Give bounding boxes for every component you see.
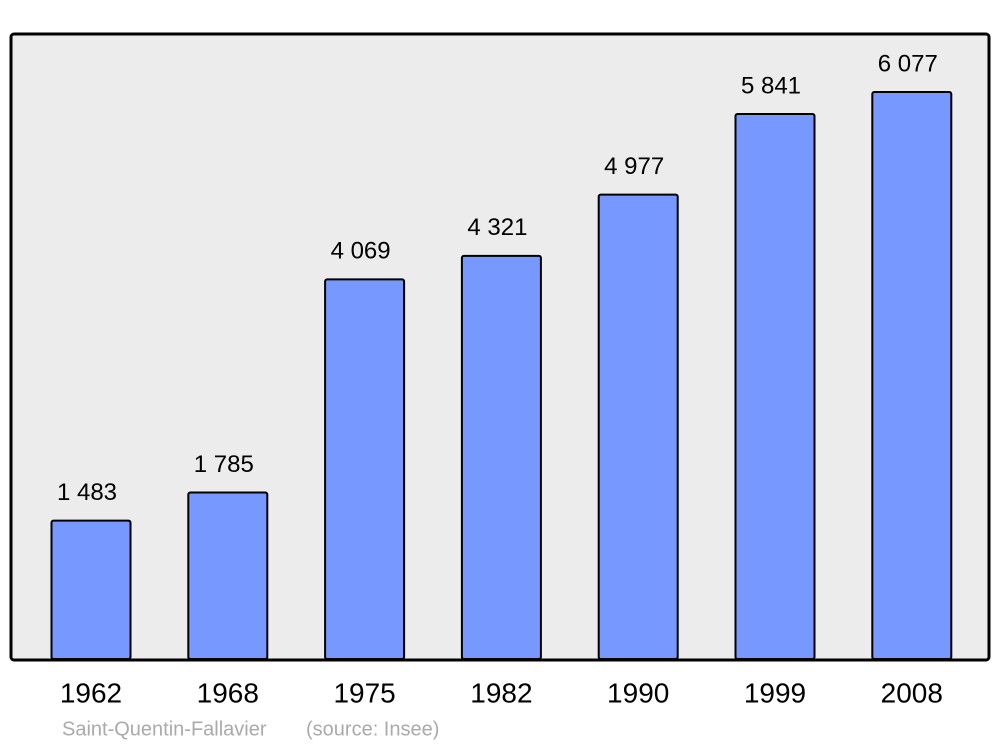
value-label: 5 841 [741,72,801,99]
bar [460,254,542,661]
bar [324,278,406,660]
bar [50,519,132,660]
value-label: 4 069 [331,238,391,265]
source: (source: Insee) [306,718,439,740]
caption: Saint-Quentin-Fallavier [62,718,267,740]
x-tick-label: 2008 [881,677,943,708]
value-label: 4 321 [467,214,527,241]
bar [597,193,679,660]
value-label: 1 483 [57,479,117,506]
value-label: 6 077 [878,50,938,77]
bar [187,491,269,660]
x-tick-label: 1990 [607,677,669,708]
value-label: 1 785 [194,451,254,478]
x-tick-label: 1962 [60,677,122,708]
x-tick-label: 1968 [197,677,259,708]
bar [734,113,816,661]
x-tick-label: 1999 [744,677,806,708]
x-tick-label: 1975 [333,677,395,708]
bar [871,91,953,660]
value-label: 4 977 [604,153,664,180]
x-tick-label: 1982 [470,677,532,708]
